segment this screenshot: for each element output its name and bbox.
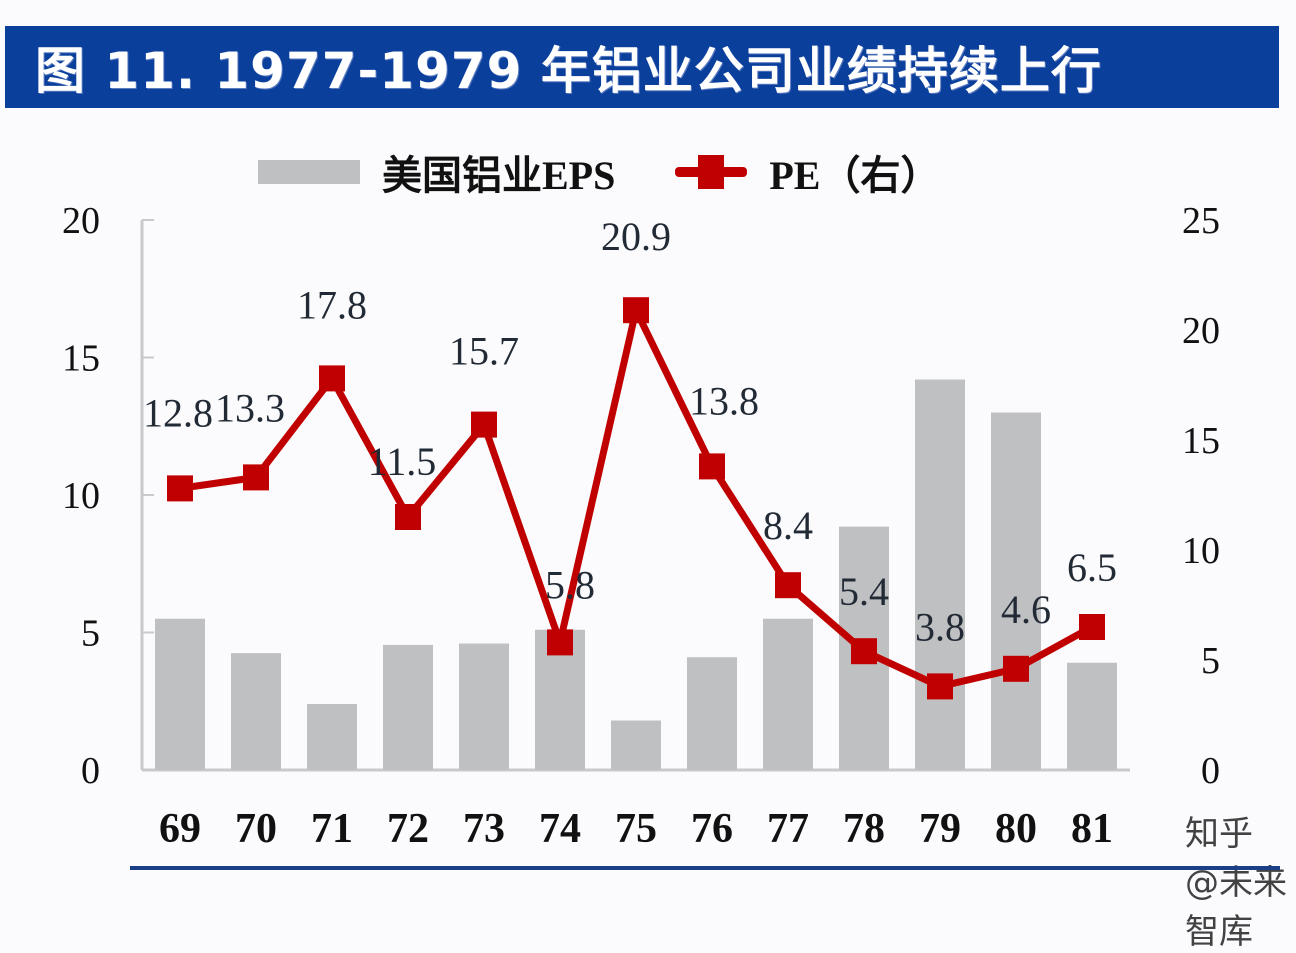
left-axis-tick-label: 15 — [62, 338, 100, 380]
pe-marker — [927, 673, 953, 700]
pe-marker — [319, 365, 345, 392]
right-axis-tick-label: 25 — [1182, 200, 1220, 242]
x-axis-label: 77 — [767, 806, 809, 852]
pe-data-label: 5.4 — [839, 569, 889, 614]
legend-bar-label: 美国铝业EPS — [382, 153, 616, 198]
pe-data-label: 3.8 — [915, 604, 965, 649]
right-axis-tick-label: 0 — [1201, 750, 1220, 792]
eps-bar — [155, 618, 205, 770]
x-axis-label: 80 — [995, 806, 1037, 852]
pe-marker — [167, 475, 193, 502]
x-axis-label: 81 — [1071, 806, 1113, 852]
right-axis-tick-label: 5 — [1201, 640, 1220, 682]
eps-bar — [307, 704, 357, 770]
pe-data-label: 6.5 — [1067, 545, 1117, 590]
right-axis-tick-label: 15 — [1182, 420, 1220, 462]
x-axis-label: 72 — [387, 806, 429, 852]
pe-data-label: 4.6 — [1001, 587, 1051, 632]
x-axis-label: 73 — [463, 806, 505, 852]
x-axis-label: 69 — [159, 806, 201, 852]
pe-data-label: 11.5 — [368, 439, 437, 484]
eps-bar — [1067, 662, 1117, 770]
pe-data-label: 8.4 — [763, 503, 813, 548]
x-axis-label: 79 — [919, 806, 961, 852]
eps-bar — [915, 379, 965, 770]
combo-chart: 0 5 10 15 20 0 5 10 15 20 25 12.8 13.3 17.8 11.5 15.7 5.… — [62, 200, 1220, 852]
x-axis-label: 71 — [311, 806, 353, 852]
pe-marker — [243, 464, 269, 491]
pe-marker — [851, 638, 877, 665]
chart-title: 图 11. 1977-1979 年铝业公司业绩持续上行 — [35, 42, 1102, 100]
x-axis-label: 76 — [691, 806, 733, 852]
pe-marker — [1003, 655, 1029, 682]
left-axis-tick-label: 0 — [81, 750, 100, 792]
pe-marker — [699, 453, 725, 480]
eps-bar — [383, 644, 433, 770]
x-axis-label: 70 — [235, 806, 277, 852]
x-axis-label: 74 — [539, 806, 581, 852]
pe-marker — [1079, 614, 1105, 640]
eps-bar — [763, 618, 813, 770]
x-axis-label: 75 — [615, 806, 657, 852]
pe-data-label: 12.8 — [143, 390, 213, 435]
bottom-divider — [130, 866, 1280, 870]
pe-marker — [623, 297, 649, 324]
pe-marker — [775, 572, 801, 599]
pe-marker — [395, 504, 421, 530]
eps-bar — [611, 720, 661, 770]
eps-bar — [687, 657, 737, 770]
pe-data-label: 17.8 — [297, 282, 367, 327]
eps-bar — [231, 653, 281, 770]
watermark: 知乎 @未来智库 — [1185, 814, 1287, 952]
pe-data-label: 13.8 — [689, 378, 759, 423]
x-axis-label: 78 — [843, 806, 885, 852]
pe-marker — [471, 411, 497, 438]
pe-data-label: 20.9 — [601, 214, 671, 259]
pe-data-label: 5.8 — [545, 562, 595, 607]
right-axis-tick-label: 20 — [1182, 310, 1220, 352]
eps-bar — [459, 643, 509, 770]
pe-data-label: 15.7 — [449, 329, 519, 374]
chart-title-bar: 图 11. 1977-1979 年铝业公司业绩持续上行 — [5, 26, 1279, 108]
left-axis-tick-label: 10 — [62, 475, 100, 517]
pe-data-label: 13.3 — [215, 385, 285, 430]
legend-line-marker-icon — [675, 155, 748, 189]
left-axis-tick-label: 20 — [62, 200, 100, 242]
legend-line-label: PE（右） — [769, 153, 941, 198]
right-axis-tick-label: 10 — [1182, 530, 1220, 572]
eps-bar — [991, 412, 1041, 770]
legend-bar-swatch-icon — [258, 160, 360, 184]
legend: 美国铝业EPS PE（右） — [258, 140, 940, 204]
left-axis-tick-label: 5 — [81, 613, 100, 655]
pe-marker — [547, 629, 573, 656]
